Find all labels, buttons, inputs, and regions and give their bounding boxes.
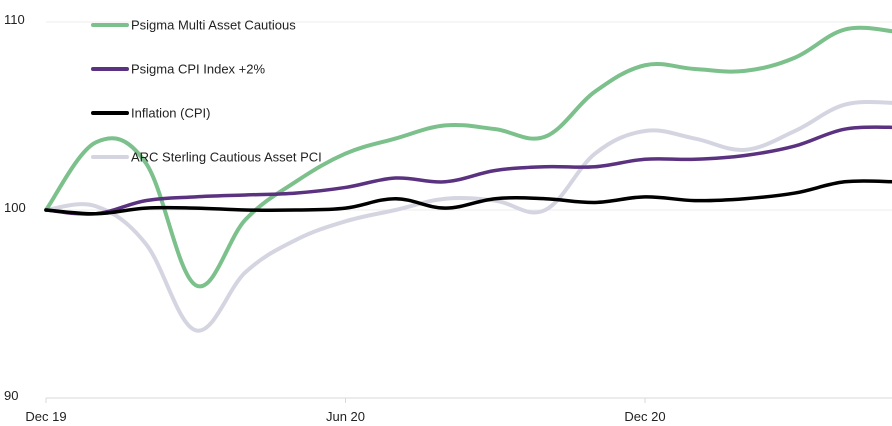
legend-label-4: ARC Sterling Cautious Asset PCI bbox=[131, 150, 322, 165]
legend-label-2: Psigma CPI Index +2% bbox=[131, 62, 265, 77]
x-tick-label: Dec 19 bbox=[25, 409, 66, 424]
x-tick-label: Jun 20 bbox=[326, 409, 365, 424]
x-tick-label: Dec 20 bbox=[624, 409, 665, 424]
series-line-2 bbox=[46, 127, 892, 214]
legend-label-1: Psigma Multi Asset Cautious bbox=[131, 18, 296, 33]
series-line-4 bbox=[46, 102, 892, 331]
legend-label-3: Inflation (CPI) bbox=[131, 106, 210, 121]
y-tick-label: 110 bbox=[4, 12, 25, 27]
y-tick-label: 90 bbox=[4, 388, 18, 403]
y-tick-label: 100 bbox=[4, 200, 26, 215]
